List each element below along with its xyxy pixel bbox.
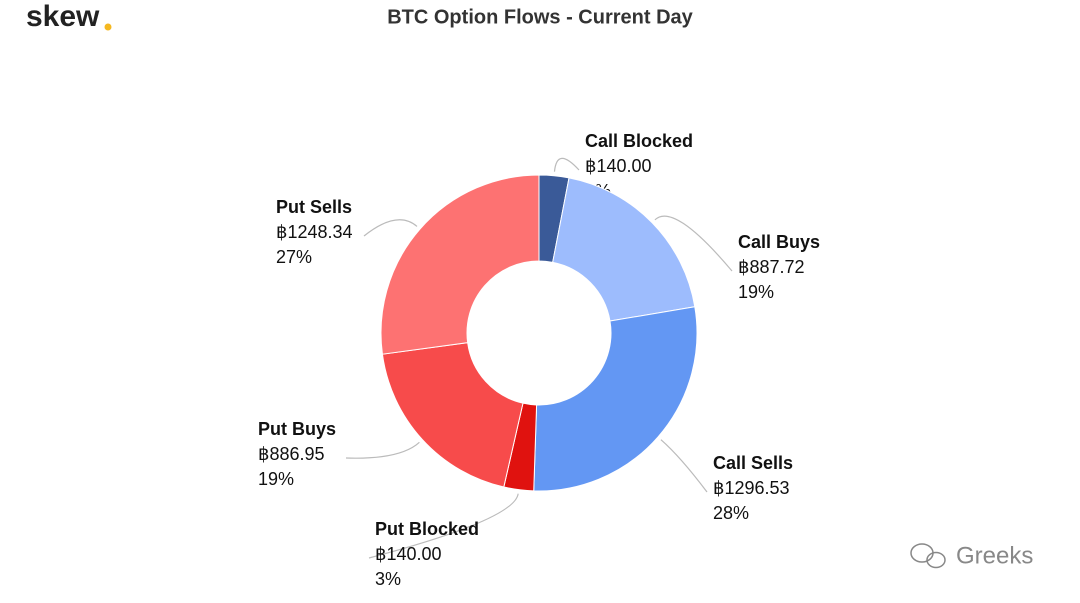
slice-percent-label: 3%	[375, 569, 401, 589]
brand-dot	[104, 23, 112, 31]
donut-slice	[552, 177, 696, 322]
slice-label: Put Sells	[276, 197, 352, 217]
slice-percent-label: 19%	[258, 469, 294, 489]
slice-value-label: ฿140.00	[375, 544, 442, 564]
slice-value-label: ฿887.72	[738, 257, 805, 277]
leader-line	[363, 219, 418, 237]
watermark-icon	[910, 543, 946, 569]
slice-value-label: ฿886.95	[258, 444, 325, 464]
leader-line	[368, 493, 519, 559]
slice-percent-label: 28%	[713, 503, 749, 523]
donut-slice	[533, 306, 698, 492]
slice-label: Put Buys	[258, 419, 336, 439]
slice-percent-label: 27%	[276, 247, 312, 267]
slice-label: Call Sells	[713, 453, 793, 473]
donut-slice	[381, 342, 524, 488]
leader-line	[654, 215, 733, 272]
leader-line	[345, 441, 420, 459]
slice-label: Call Buys	[738, 232, 820, 252]
leader-line	[660, 439, 708, 493]
slice-value-label: ฿140.00	[585, 156, 652, 176]
leader-line	[553, 157, 580, 172]
slice-label: Put Blocked	[375, 519, 479, 539]
donut-slice	[380, 174, 540, 355]
slice-value-label: ฿1296.53	[713, 478, 790, 498]
brand: skew	[26, 0, 100, 33]
chart-title: BTC Option Flows - Current Day	[387, 6, 693, 28]
watermark: Greeks	[956, 542, 1033, 569]
slice-percent-label: 19%	[738, 282, 774, 302]
slice-value-label: ฿1248.34	[276, 222, 353, 242]
slice-label: Call Blocked	[585, 131, 693, 151]
